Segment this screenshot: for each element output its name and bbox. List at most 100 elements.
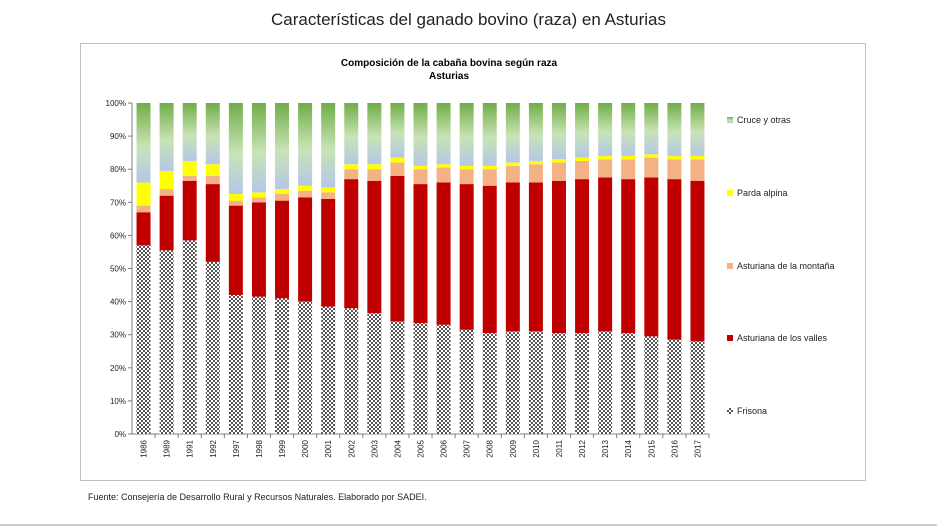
- x-tick-label: 2014: [624, 439, 633, 457]
- bar-frisona-1991: [182, 240, 197, 434]
- x-tick-label: 2004: [393, 439, 402, 457]
- bar-cruce-y-otras-2006: [436, 103, 451, 165]
- bar-asturiana-de-los-valles-2001: [321, 198, 336, 307]
- bar-asturiana-de-la-montana-2012: [575, 160, 590, 180]
- bar-frisona-1997: [228, 294, 243, 434]
- chart-title: Composición de la cabaña bovina según ra…: [341, 58, 558, 69]
- bar-parda-alpina-2013: [598, 155, 613, 160]
- x-tick-label: 2017: [693, 439, 702, 457]
- bar-frisona-2016: [667, 339, 682, 434]
- bar-frisona-2003: [367, 313, 382, 434]
- bar-asturiana-de-los-valles-2003: [367, 180, 382, 314]
- x-tick-label: 2007: [463, 439, 472, 457]
- bar-frisona-2002: [344, 308, 359, 434]
- bar-frisona-2012: [575, 333, 590, 434]
- bar-parda-alpina-2017: [690, 155, 705, 160]
- bar-cruce-y-otras-2003: [367, 103, 382, 165]
- bar-asturiana-de-los-valles-1997: [228, 205, 243, 295]
- bar-cruce-y-otras-1992: [205, 103, 220, 165]
- bar-cruce-y-otras-2008: [482, 103, 497, 166]
- bar-frisona-2004: [390, 321, 405, 434]
- bars: [136, 103, 705, 434]
- bar-asturiana-de-los-valles-1992: [205, 184, 220, 262]
- x-tick-label: 2008: [486, 439, 495, 457]
- bar-frisona-2008: [482, 333, 497, 434]
- chart-container: Composición de la cabaña bovina según ra…: [80, 43, 866, 481]
- y-tick-label: 20%: [110, 364, 126, 373]
- bar-asturiana-de-los-valles-2013: [598, 177, 613, 332]
- page-title: Características del ganado bovino (raza)…: [271, 10, 666, 29]
- x-tick-label: 2002: [347, 439, 356, 457]
- bar-asturiana-de-la-montana-2017: [690, 159, 705, 181]
- legend-swatch-parda-alpina: [727, 190, 733, 196]
- x-tick-label: 2001: [324, 439, 333, 457]
- bar-asturiana-de-la-montana-2009: [505, 165, 520, 183]
- x-tick-label: 1992: [209, 439, 218, 457]
- bar-asturiana-de-los-valles-2002: [344, 179, 359, 309]
- bar-frisona-2011: [551, 333, 566, 434]
- x-tick-label: 2011: [555, 439, 564, 457]
- y-tick-label: 40%: [110, 298, 126, 307]
- bar-cruce-y-otras-1991: [182, 103, 197, 161]
- y-tick-label: 100%: [106, 99, 126, 108]
- bar-cruce-y-otras-2013: [598, 103, 613, 156]
- legend-label-parda-alpina: Parda alpina: [737, 188, 788, 198]
- bar-parda-alpina-2005: [413, 165, 428, 170]
- legend-label-frisona: Frisona: [737, 406, 767, 416]
- x-tick-label: 1986: [140, 439, 149, 457]
- bar-asturiana-de-la-montana-2015: [644, 157, 659, 178]
- bar-cruce-y-otras-1999: [275, 103, 290, 190]
- y-tick-label: 0%: [114, 430, 126, 439]
- bar-frisona-2015: [644, 336, 659, 434]
- bar-cruce-y-otras-1989: [159, 103, 174, 171]
- bar-asturiana-de-la-montana-2008: [482, 169, 497, 186]
- bar-cruce-y-otras-2017: [690, 103, 705, 156]
- bar-parda-alpina-2000: [298, 185, 313, 191]
- x-tick-label: 2016: [670, 439, 679, 457]
- x-tick-label: 2010: [532, 439, 541, 457]
- bar-asturiana-de-la-montana-1999: [275, 194, 290, 201]
- bar-asturiana-de-la-montana-2003: [367, 169, 382, 181]
- bar-asturiana-de-la-montana-1989: [159, 189, 174, 196]
- legend-label-asturiana-de-la-montana: Asturiana de la montaña: [737, 261, 835, 271]
- y-tick-label: 80%: [110, 165, 126, 174]
- x-axis: 1986 1989 1991 1992 1997 1998 1999 2000 2001 2002…: [140, 434, 710, 458]
- x-tick-label: 2000: [301, 439, 310, 457]
- x-tick-label: 2006: [440, 439, 449, 457]
- legend-swatch-frisona: [727, 408, 733, 414]
- bar-asturiana-de-los-valles-2015: [644, 177, 659, 337]
- bar-cruce-y-otras-1998: [251, 103, 266, 193]
- x-tick-label: 2013: [601, 439, 610, 457]
- bar-cruce-y-otras-2014: [621, 103, 636, 156]
- bar-asturiana-de-la-montana-1991: [182, 175, 197, 181]
- bar-parda-alpina-1992: [205, 164, 220, 176]
- bar-parda-alpina-2008: [482, 165, 497, 170]
- bar-cruce-y-otras-2015: [644, 103, 659, 155]
- y-tick-label: 60%: [110, 231, 126, 240]
- legend-swatch-asturiana-de-los-valles: [727, 335, 733, 341]
- bar-asturiana-de-la-montana-1986: [136, 205, 151, 213]
- bar-asturiana-de-los-valles-2009: [505, 182, 520, 332]
- x-tick-label: 2003: [370, 439, 379, 457]
- bar-parda-alpina-2012: [575, 157, 590, 161]
- bar-frisona-2017: [690, 341, 705, 434]
- bar-asturiana-de-la-montana-2000: [298, 190, 313, 198]
- bar-parda-alpina-2002: [344, 164, 359, 170]
- x-tick-label: 2012: [578, 439, 587, 457]
- legend-label-asturiana-de-los-valles: Asturiana de los valles: [737, 333, 828, 343]
- bar-asturiana-de-los-valles-2008: [482, 185, 497, 334]
- bar-asturiana-de-los-valles-1986: [136, 212, 151, 246]
- bar-cruce-y-otras-2011: [551, 103, 566, 160]
- bar-parda-alpina-2003: [367, 164, 382, 170]
- bar-cruce-y-otras-2016: [667, 103, 682, 156]
- bar-cruce-y-otras-2005: [413, 103, 428, 166]
- bar-parda-alpina-2010: [528, 160, 543, 165]
- bar-cruce-y-otras-2009: [505, 103, 520, 163]
- x-tick-label: 1998: [255, 439, 264, 457]
- bar-asturiana-de-la-montana-2006: [436, 167, 451, 183]
- bar-parda-alpina-2011: [551, 159, 566, 163]
- bar-cruce-y-otras-2010: [528, 103, 543, 161]
- bar-cruce-y-otras-2004: [390, 103, 405, 158]
- bar-frisona-2007: [459, 329, 474, 434]
- bar-asturiana-de-la-montana-2016: [667, 159, 682, 180]
